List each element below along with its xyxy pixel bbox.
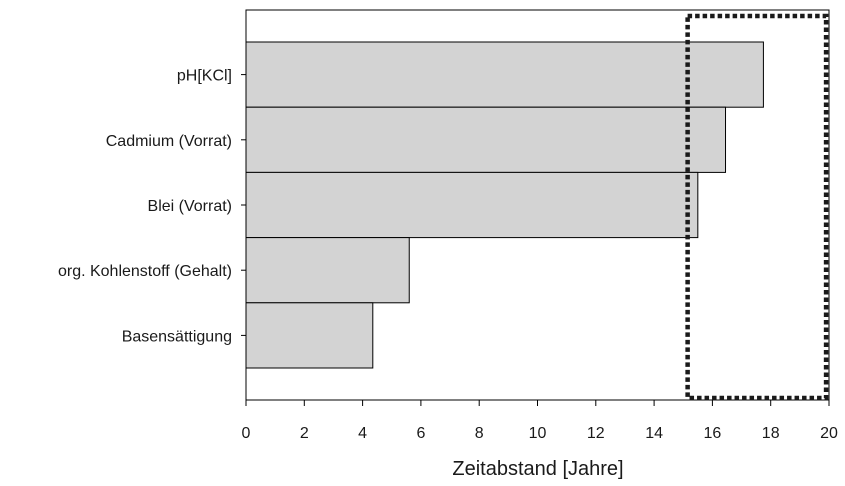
- x-axis-title: Zeitabstand [Jahre]: [452, 458, 623, 480]
- bar: [245, 41, 764, 108]
- category-label: Cadmium (Vorrat): [106, 133, 232, 150]
- bars-group: [245, 41, 764, 369]
- category-label: Blei (Vorrat): [148, 198, 232, 215]
- category-label: Basensättigung: [122, 328, 232, 345]
- category-label: pH[KCl]: [177, 68, 232, 85]
- bar: [245, 237, 410, 304]
- highlight-box: [685, 13, 829, 401]
- x-tick-label: 12: [587, 425, 605, 442]
- bar: [245, 106, 727, 173]
- highlight-region: [685, 13, 829, 401]
- x-tick-label: 16: [704, 425, 722, 442]
- x-tick-label: 4: [358, 425, 367, 442]
- x-axis-ticks: 0 2 4 6 8 10 12 14 16 18 20: [242, 400, 838, 442]
- x-tick-label: 18: [762, 425, 780, 442]
- x-tick-label: 8: [475, 425, 484, 442]
- x-tick-label: 14: [645, 425, 663, 442]
- category-label: org. Kohlenstoff (Gehalt): [58, 263, 232, 280]
- x-tick-label: 10: [529, 425, 547, 442]
- x-tick-label: 0: [242, 425, 251, 442]
- bar: [245, 171, 699, 239]
- x-tick-label: 6: [416, 425, 425, 442]
- bar: [245, 302, 374, 369]
- x-tick-label: 2: [300, 425, 309, 442]
- category-labels: pH[KCl] Cadmium (Vorrat) Blei (Vorrat) org.…: [58, 68, 246, 345]
- x-tick-label: 20: [820, 425, 838, 442]
